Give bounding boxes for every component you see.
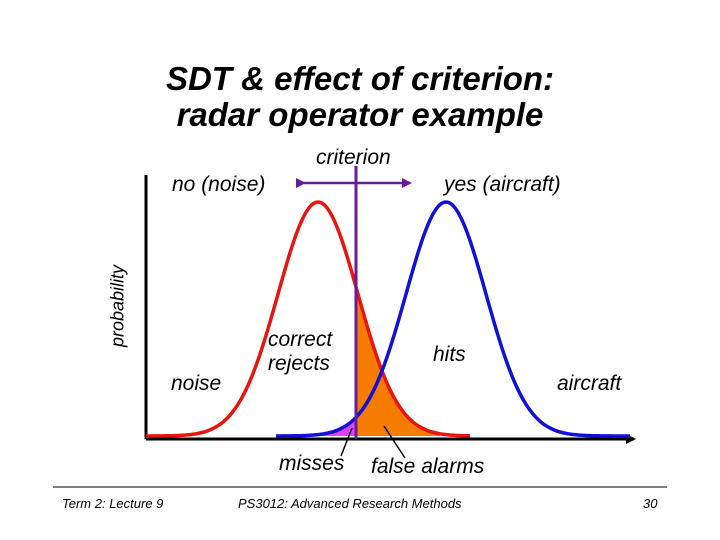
criterion-label: criterion xyxy=(316,146,391,169)
aircraft-label: aircraft xyxy=(557,372,622,395)
misses-pointer xyxy=(340,427,353,457)
correct-rejects-label-line-2: rejects xyxy=(268,352,330,375)
slide-title-line-2: radar operator example xyxy=(176,96,544,133)
no-noise-label: no (noise) xyxy=(172,173,266,196)
y-axis-label: probability xyxy=(107,264,128,348)
page-number: 30 xyxy=(643,496,658,511)
footer-left: Term 2: Lecture 9 xyxy=(62,496,164,511)
misses-label: misses xyxy=(279,452,345,475)
false-alarms-label: false alarms xyxy=(371,455,485,478)
footer-center: PS3012: Advanced Research Methods xyxy=(238,496,462,511)
slide-title-line-1: SDT & effect of criterion: xyxy=(165,60,555,97)
signal-distribution-curve xyxy=(276,200,630,438)
miss-region xyxy=(300,417,356,436)
noise-distribution-curve xyxy=(146,200,470,438)
false-alarms-pointer xyxy=(383,425,406,459)
noise-label: noise xyxy=(171,372,222,395)
correct-rejects-label-line-1: correct xyxy=(268,328,333,351)
hits-label: hits xyxy=(433,343,466,366)
false-alarm-region xyxy=(356,287,440,436)
yes-aircraft-label: yes (aircraft) xyxy=(444,173,561,196)
